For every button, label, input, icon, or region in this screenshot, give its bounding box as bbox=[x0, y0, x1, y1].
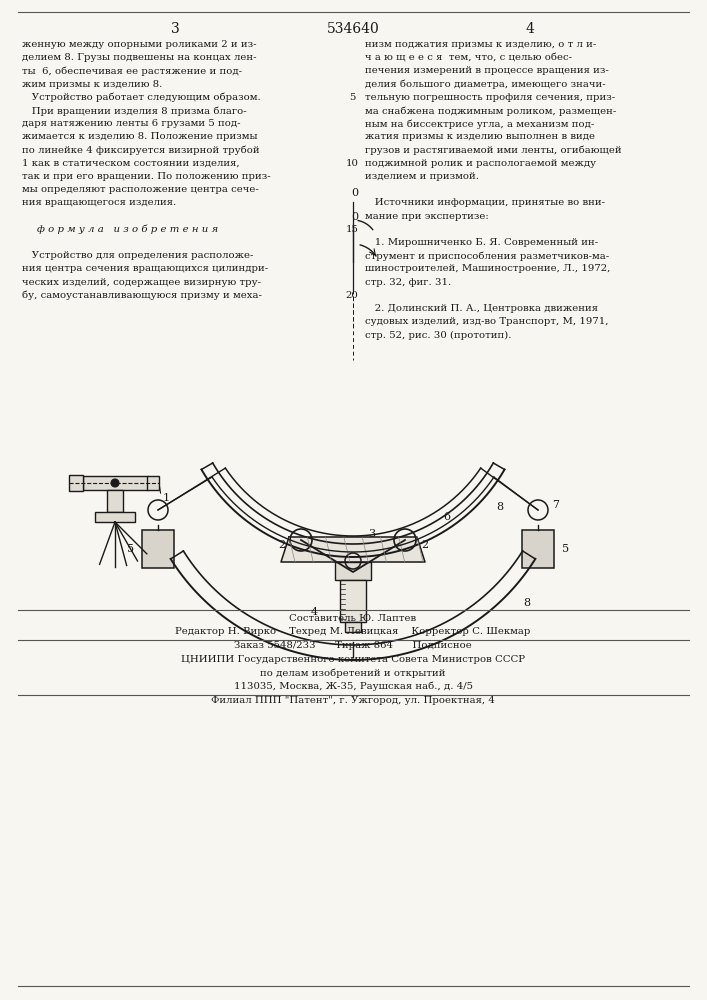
Text: делием 8. Грузы подвешены на концах лен-: делием 8. Грузы подвешены на концах лен- bbox=[22, 53, 257, 62]
FancyBboxPatch shape bbox=[95, 512, 135, 522]
Text: 5: 5 bbox=[562, 544, 569, 554]
Text: 2. Долинский П. А., Центровка движения: 2. Долинский П. А., Центровка движения bbox=[365, 304, 598, 313]
Text: 534640: 534640 bbox=[327, 22, 380, 36]
Text: мы определяют расположение центра сече-: мы определяют расположение центра сече- bbox=[22, 185, 259, 194]
Text: При вращении изделия 8 призма благо-: При вращении изделия 8 призма благо- bbox=[22, 106, 247, 115]
Text: ния центра сечения вращающихся цилиндри-: ния центра сечения вращающихся цилиндри- bbox=[22, 264, 268, 273]
Text: ф о р м у л а   и з о б р е т е н и я: ф о р м у л а и з о б р е т е н и я bbox=[37, 225, 218, 234]
Text: 20: 20 bbox=[346, 291, 358, 300]
Text: 8: 8 bbox=[496, 502, 503, 512]
FancyBboxPatch shape bbox=[147, 476, 159, 490]
Text: ческих изделий, содержащее визирную тру-: ческих изделий, содержащее визирную тру- bbox=[22, 278, 261, 287]
Text: жатия призмы к изделию выполнен в виде: жатия призмы к изделию выполнен в виде bbox=[365, 132, 595, 141]
Text: печения измерений в процессе вращения из-: печения измерений в процессе вращения из… bbox=[365, 66, 609, 75]
Text: 7: 7 bbox=[552, 500, 559, 510]
Text: стр. 52, рис. 30 (прототип).: стр. 52, рис. 30 (прототип). bbox=[365, 330, 511, 340]
Text: Филиал ППП "Патент", г. Ужгород, ул. Проектная, 4: Филиал ППП "Патент", г. Ужгород, ул. Про… bbox=[211, 696, 495, 705]
Text: 1 как в статическом состоянии изделия,: 1 как в статическом состоянии изделия, bbox=[22, 159, 240, 168]
Text: делия большого диаметра, имеющего значи-: делия большого диаметра, имеющего значи- bbox=[365, 80, 606, 89]
Text: ма снабжена поджимным роликом, размещен-: ма снабжена поджимным роликом, размещен- bbox=[365, 106, 617, 115]
Text: Устройство для определения расположе-: Устройство для определения расположе- bbox=[22, 251, 253, 260]
Text: низм поджатия призмы к изделию, о т л и-: низм поджатия призмы к изделию, о т л и- bbox=[365, 40, 596, 49]
Text: по делам изобретений и открытий: по делам изобретений и открытий bbox=[260, 668, 445, 678]
FancyBboxPatch shape bbox=[522, 530, 554, 568]
Text: 0: 0 bbox=[351, 188, 358, 198]
FancyBboxPatch shape bbox=[107, 490, 123, 512]
Text: 0: 0 bbox=[351, 212, 358, 222]
Text: Составитель Ю. Лаптев: Составитель Ю. Лаптев bbox=[289, 614, 416, 623]
Text: 3: 3 bbox=[368, 529, 375, 539]
Text: мание при экспертизе:: мание при экспертизе: bbox=[365, 212, 489, 221]
Text: Заказ 5548/233      Тираж 864      Подписное: Заказ 5548/233 Тираж 864 Подписное bbox=[234, 641, 472, 650]
Text: Источники информации, принятые во вни-: Источники информации, принятые во вни- bbox=[365, 198, 605, 207]
Text: шиностроителей, Машиностроение, Л., 1972,: шиностроителей, Машиностроение, Л., 1972… bbox=[365, 264, 610, 273]
Text: 5: 5 bbox=[127, 544, 134, 554]
Text: 4: 4 bbox=[525, 22, 534, 36]
Text: 113035, Москва, Ж-35, Раушская наб., д. 4/5: 113035, Москва, Ж-35, Раушская наб., д. … bbox=[233, 682, 472, 691]
Text: 6: 6 bbox=[443, 512, 450, 522]
Text: ч а ю щ е е с я  тем, что, с целью обес-: ч а ю щ е е с я тем, что, с целью обес- bbox=[365, 53, 572, 62]
Text: 4: 4 bbox=[311, 607, 318, 617]
Polygon shape bbox=[281, 537, 425, 562]
Circle shape bbox=[111, 479, 119, 487]
Text: 10: 10 bbox=[346, 159, 358, 168]
Text: ным на биссектрисе угла, а механизм под-: ным на биссектрисе угла, а механизм под- bbox=[365, 119, 595, 129]
Text: грузов и растягиваемой ими ленты, огибающей: грузов и растягиваемой ими ленты, огибаю… bbox=[365, 146, 621, 155]
Text: даря натяжению ленты 6 грузами 5 под-: даря натяжению ленты 6 грузами 5 под- bbox=[22, 119, 240, 128]
Text: жим призмы к изделию 8.: жим призмы к изделию 8. bbox=[22, 80, 163, 89]
FancyBboxPatch shape bbox=[345, 622, 361, 632]
Text: 3: 3 bbox=[170, 22, 180, 36]
Text: поджимной ролик и распологаемой между: поджимной ролик и распологаемой между bbox=[365, 159, 596, 168]
Text: 2: 2 bbox=[421, 540, 428, 550]
Text: жимается к изделию 8. Положение призмы: жимается к изделию 8. Положение призмы bbox=[22, 132, 257, 141]
Text: 1: 1 bbox=[163, 493, 170, 503]
FancyBboxPatch shape bbox=[340, 580, 366, 622]
Text: 2: 2 bbox=[278, 540, 285, 550]
Text: тельную погрешность профиля сечения, приз-: тельную погрешность профиля сечения, при… bbox=[365, 93, 615, 102]
FancyBboxPatch shape bbox=[142, 530, 174, 568]
Text: 15: 15 bbox=[346, 225, 358, 234]
FancyBboxPatch shape bbox=[69, 475, 83, 491]
Text: 1. Мирошниченко Б. Я. Современный ин-: 1. Мирошниченко Б. Я. Современный ин- bbox=[365, 238, 598, 247]
FancyBboxPatch shape bbox=[83, 476, 148, 490]
Text: ты  6, обеспечивая ее растяжение и под-: ты 6, обеспечивая ее растяжение и под- bbox=[22, 66, 242, 76]
Text: стр. 32, фиг. 31.: стр. 32, фиг. 31. bbox=[365, 278, 451, 287]
Text: Редактор Н. Вирко    Техред М. Левицкая    Корректор С. Шекмар: Редактор Н. Вирко Техред М. Левицкая Кор… bbox=[175, 628, 531, 637]
Text: Устройство работает следующим образом.: Устройство работает следующим образом. bbox=[22, 93, 261, 102]
Text: по линейке 4 фиксируется визирной трубой: по линейке 4 фиксируется визирной трубой bbox=[22, 146, 259, 155]
Text: бу, самоустанавливающуюся призму и меха-: бу, самоустанавливающуюся призму и меха- bbox=[22, 291, 262, 300]
Text: женную между опорными роликами 2 и из-: женную между опорными роликами 2 и из- bbox=[22, 40, 257, 49]
Text: струмент и приспособления разметчиков-ма-: струмент и приспособления разметчиков-ма… bbox=[365, 251, 609, 261]
Text: ния вращающегося изделия.: ния вращающегося изделия. bbox=[22, 198, 176, 207]
Text: 8: 8 bbox=[523, 598, 530, 608]
Text: так и при его вращении. По положению приз-: так и при его вращении. По положению при… bbox=[22, 172, 271, 181]
FancyBboxPatch shape bbox=[335, 562, 371, 580]
Text: изделием и призмой.: изделием и призмой. bbox=[365, 172, 479, 181]
Text: 5: 5 bbox=[349, 93, 355, 102]
Text: судовых изделий, изд-во Транспорт, М, 1971,: судовых изделий, изд-во Транспорт, М, 19… bbox=[365, 317, 609, 326]
Text: ЦНИИПИ Государственного комитета Совета Министров СССР: ЦНИИПИ Государственного комитета Совета … bbox=[181, 654, 525, 664]
